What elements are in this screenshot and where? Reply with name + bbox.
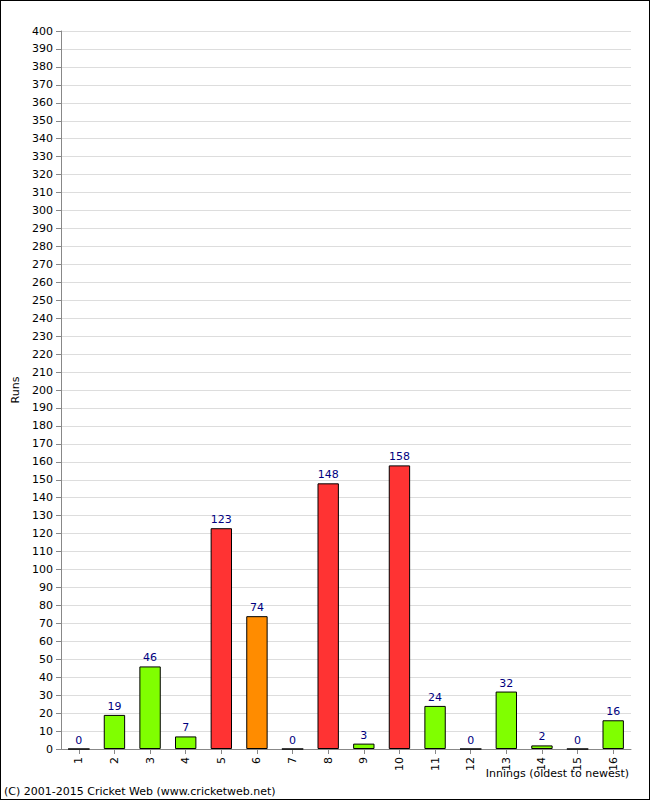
svg-text:100: 100	[32, 563, 53, 576]
svg-text:16: 16	[607, 757, 620, 771]
svg-text:8: 8	[322, 757, 335, 764]
svg-text:0: 0	[46, 743, 53, 756]
svg-text:210: 210	[32, 366, 53, 379]
svg-text:9: 9	[357, 757, 370, 764]
svg-text:220: 220	[32, 348, 53, 361]
svg-text:230: 230	[32, 330, 53, 343]
svg-text:70: 70	[39, 617, 53, 630]
svg-text:2: 2	[538, 730, 545, 743]
svg-text:46: 46	[143, 651, 157, 664]
svg-text:158: 158	[389, 450, 410, 463]
svg-text:350: 350	[32, 114, 53, 127]
svg-text:Runs: Runs	[9, 376, 22, 403]
svg-text:3: 3	[144, 757, 157, 764]
svg-text:390: 390	[32, 42, 53, 55]
svg-text:200: 200	[32, 384, 53, 397]
svg-text:240: 240	[32, 312, 53, 325]
svg-text:19: 19	[107, 700, 121, 713]
svg-text:290: 290	[32, 222, 53, 235]
svg-text:7: 7	[286, 757, 299, 764]
svg-text:16: 16	[606, 705, 620, 718]
svg-text:3: 3	[360, 729, 367, 742]
svg-text:340: 340	[32, 132, 53, 145]
svg-text:90: 90	[39, 581, 53, 594]
svg-text:0: 0	[289, 734, 296, 747]
svg-text:330: 330	[32, 150, 53, 163]
svg-text:300: 300	[32, 204, 53, 217]
svg-text:260: 260	[32, 276, 53, 289]
svg-text:0: 0	[75, 734, 82, 747]
svg-text:270: 270	[32, 258, 53, 271]
svg-text:190: 190	[32, 401, 53, 414]
svg-text:120: 120	[32, 527, 53, 540]
svg-text:20: 20	[39, 707, 53, 720]
svg-text:130: 130	[32, 509, 53, 522]
svg-text:80: 80	[39, 599, 53, 612]
svg-text:7: 7	[182, 721, 189, 734]
svg-text:370: 370	[32, 78, 53, 91]
svg-text:110: 110	[32, 545, 53, 558]
svg-text:32: 32	[499, 677, 513, 690]
svg-text:400: 400	[32, 25, 53, 38]
svg-text:170: 170	[32, 437, 53, 450]
svg-text:148: 148	[318, 468, 339, 481]
svg-text:30: 30	[39, 689, 53, 702]
svg-text:11: 11	[429, 757, 442, 771]
svg-text:180: 180	[32, 419, 53, 432]
svg-text:60: 60	[39, 635, 53, 648]
svg-text:4: 4	[179, 757, 192, 764]
svg-text:10: 10	[39, 725, 53, 738]
svg-text:123: 123	[211, 513, 232, 526]
svg-text:2: 2	[108, 757, 121, 764]
svg-text:5: 5	[215, 757, 228, 764]
svg-text:250: 250	[32, 294, 53, 307]
svg-text:1: 1	[72, 757, 85, 764]
svg-text:280: 280	[32, 240, 53, 253]
svg-text:40: 40	[39, 671, 53, 684]
svg-text:0: 0	[467, 734, 474, 747]
svg-text:320: 320	[32, 168, 53, 181]
svg-text:140: 140	[32, 491, 53, 504]
svg-text:74: 74	[250, 601, 264, 614]
svg-text:24: 24	[428, 691, 442, 704]
svg-text:310: 310	[32, 186, 53, 199]
svg-text:150: 150	[32, 473, 53, 486]
svg-text:360: 360	[32, 96, 53, 109]
svg-text:12: 12	[464, 757, 477, 771]
svg-text:(C) 2001-2015 Cricket Web (www: (C) 2001-2015 Cricket Web (www.cricketwe…	[4, 785, 276, 798]
svg-text:15: 15	[571, 757, 584, 771]
svg-text:13: 13	[500, 757, 513, 771]
svg-text:380: 380	[32, 60, 53, 73]
svg-text:160: 160	[32, 455, 53, 468]
svg-text:Innings (oldest to newest): Innings (oldest to newest)	[485, 767, 629, 780]
svg-text:6: 6	[250, 757, 263, 764]
svg-text:14: 14	[535, 757, 548, 771]
svg-text:10: 10	[393, 757, 406, 771]
svg-text:50: 50	[39, 653, 53, 666]
svg-text:0: 0	[574, 734, 581, 747]
